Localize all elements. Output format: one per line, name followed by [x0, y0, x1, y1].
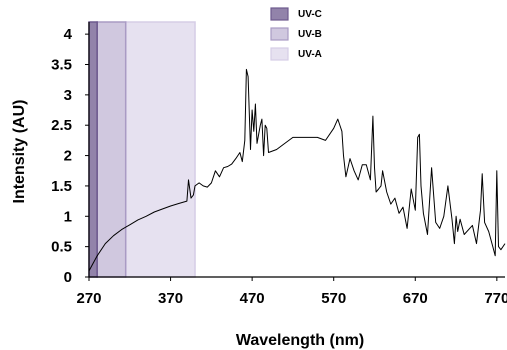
y-tick-label: 1: [64, 208, 72, 225]
y-tick-label: 4: [64, 26, 73, 43]
x-tick-label: 270: [76, 290, 101, 307]
legend-label-uv-a: UV-A: [298, 49, 322, 60]
x-tick-label: 770: [484, 290, 507, 307]
series-lines: [88, 68, 506, 272]
legend-swatch-uv-c: [270, 7, 289, 21]
spectrum-line: [88, 68, 506, 272]
legend-label-uv-c: UV-C: [298, 9, 322, 20]
y-ticks: 0 0.5 1 1.5 2 2.5 3 3.5 4: [51, 26, 89, 286]
x-tick-label: 370: [158, 290, 183, 307]
uv-bands: [88, 21, 196, 278]
y-tick-label: 2: [64, 148, 72, 165]
y-axis-title: Intensity (AU): [11, 100, 28, 204]
y-tick-label: 1.5: [51, 178, 72, 195]
legend-label-uv-b: UV-B: [298, 29, 322, 40]
legend-swatch-uv-a: [270, 47, 289, 61]
band-uv-c: [88, 21, 98, 278]
legend-swatch-uv-b: [270, 27, 289, 41]
y-tick-label: 3: [64, 87, 72, 104]
y-tick-label: 2.5: [51, 117, 72, 134]
x-tick-label: 670: [403, 290, 428, 307]
legend: UV-C UV-B UV-A: [270, 7, 322, 61]
x-axis-title: Wavelength (nm): [236, 332, 364, 349]
x-tick-label: 570: [321, 290, 346, 307]
x-ticks: 270 370 470 570 670 770: [76, 277, 507, 307]
y-tick-label: 0.5: [51, 239, 72, 256]
y-tick-label: 0: [64, 269, 72, 286]
y-tick-label: 3.5: [51, 57, 72, 74]
band-uv-a: [124, 21, 196, 278]
x-tick-label: 470: [240, 290, 265, 307]
band-uv-b: [96, 21, 127, 278]
